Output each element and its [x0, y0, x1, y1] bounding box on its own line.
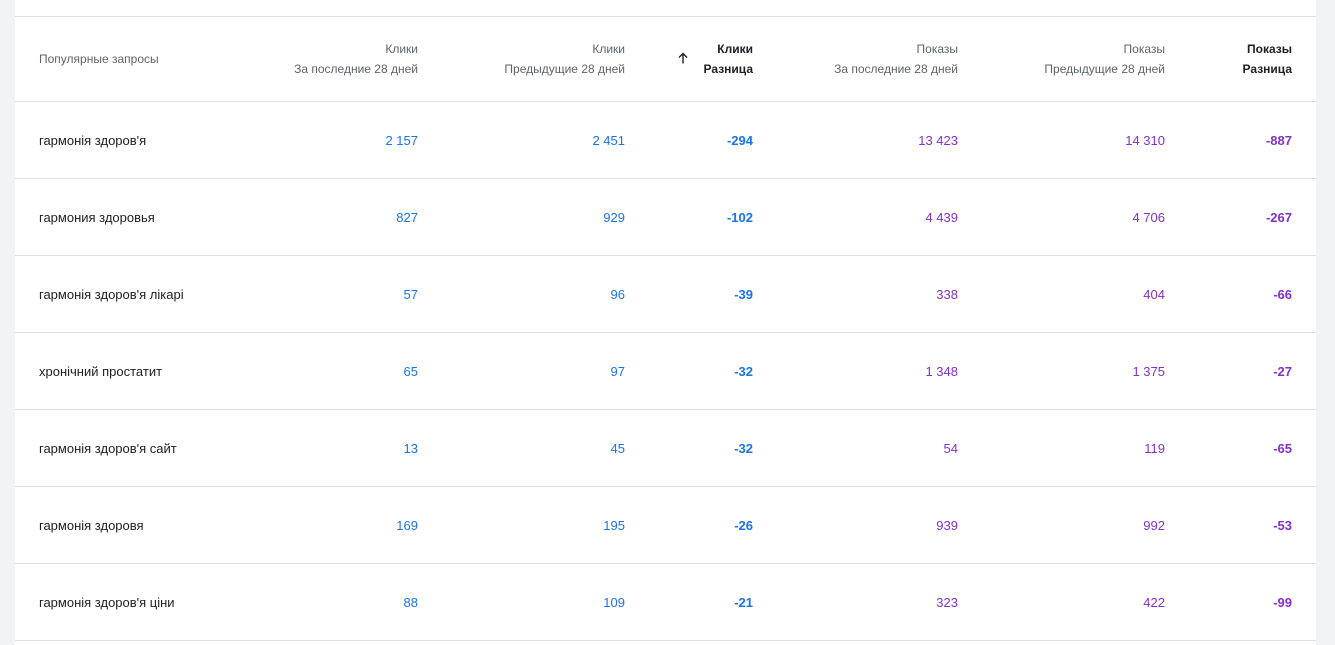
clicks-previous-cell: 97: [610, 363, 625, 379]
table-row[interactable]: гармонія здоров'я лікарі 57 96 -39 338 4…: [15, 256, 1316, 333]
impr-previous-cell: 1 375: [1132, 363, 1165, 379]
impr-previous-cell: 119: [1144, 440, 1165, 456]
impr-diff-cell: -66: [1273, 286, 1292, 302]
clicks-current-cell: 13: [403, 440, 418, 456]
header-clicks-diff[interactable]: Клики Разница: [633, 17, 753, 101]
impr-diff-cell: -53: [1273, 517, 1292, 533]
impr-current-cell: 4 439: [925, 209, 958, 225]
header-impr-diff[interactable]: Показы Разница: [1172, 17, 1292, 101]
clicks-previous-cell: 96: [610, 286, 625, 302]
clicks-current-cell: 65: [403, 363, 418, 379]
clicks-previous-cell: 109: [603, 594, 625, 610]
header-clicks-current[interactable]: Клики За последние 28 дней: [238, 17, 418, 101]
header-clicks-diff-metric: Клики: [717, 42, 753, 56]
table-row[interactable]: гармонія здоровя 169 195 -26 939 992 -53: [15, 487, 1316, 564]
header-impr-current-metric: Показы: [916, 42, 958, 56]
impr-previous-cell: 404: [1143, 286, 1165, 302]
impr-previous-cell: 992: [1143, 517, 1165, 533]
header-clicks-previous-period: Предыдущие 28 дней: [504, 62, 625, 76]
query-cell[interactable]: гармонія здоровя: [39, 517, 144, 533]
impr-current-cell: 338: [936, 286, 958, 302]
queries-table-card: Популярные запросы Клики За последние 28…: [15, 0, 1316, 645]
clicks-diff-cell: -21: [734, 594, 753, 610]
query-cell[interactable]: гармония здоровья: [39, 209, 155, 225]
clicks-current-cell: 169: [396, 517, 418, 533]
impr-current-cell: 323: [936, 594, 958, 610]
impr-current-cell: 1 348: [925, 363, 958, 379]
header-impr-current[interactable]: Показы За последние 28 дней: [778, 17, 958, 101]
header-impr-current-period: За последние 28 дней: [834, 62, 958, 76]
clicks-current-cell: 827: [396, 209, 418, 225]
query-cell[interactable]: хронічний простатит: [39, 363, 163, 379]
clicks-previous-cell: 2 451: [592, 132, 625, 148]
impr-diff-cell: -65: [1273, 440, 1292, 456]
table-row[interactable]: гармонія здоров'я сайт 13 45 -32 54 119 …: [15, 410, 1316, 487]
table-top-strip: [15, 0, 1316, 17]
header-clicks-current-metric: Клики: [385, 42, 418, 56]
header-impr-previous-metric: Показы: [1123, 42, 1165, 56]
query-cell[interactable]: гармонія здоров'я ціни: [39, 594, 175, 610]
impr-diff-cell: -887: [1265, 132, 1292, 148]
impr-diff-cell: -27: [1273, 363, 1292, 379]
header-impr-previous-period: Предыдущие 28 дней: [1044, 62, 1165, 76]
table-row[interactable]: гармония здоровья 827 929 -102 4 439 4 7…: [15, 179, 1316, 256]
clicks-current-cell: 57: [403, 286, 418, 302]
clicks-diff-cell: -26: [734, 517, 753, 533]
clicks-diff-cell: -294: [726, 132, 753, 148]
header-clicks-previous[interactable]: Клики Предыдущие 28 дней: [445, 17, 625, 101]
header-clicks-previous-metric: Клики: [592, 42, 625, 56]
clicks-previous-cell: 929: [603, 209, 625, 225]
impr-previous-cell: 14 310: [1125, 132, 1165, 148]
header-impr-previous[interactable]: Показы Предыдущие 28 дней: [985, 17, 1165, 101]
impr-previous-cell: 422: [1143, 594, 1165, 610]
table-header-row: Популярные запросы Клики За последние 28…: [15, 17, 1316, 102]
clicks-diff-cell: -32: [734, 440, 753, 456]
table-row[interactable]: хронічний простатит 65 97 -32 1 348 1 37…: [15, 333, 1316, 410]
impr-current-cell: 13 423: [918, 132, 958, 148]
clicks-current-cell: 88: [403, 594, 418, 610]
clicks-previous-cell: 45: [610, 440, 625, 456]
header-clicks-diff-period: Разница: [703, 62, 753, 76]
header-clicks-current-period: За последние 28 дней: [294, 62, 418, 76]
query-cell[interactable]: гармонія здоров'я лікарі: [39, 286, 184, 302]
clicks-diff-cell: -32: [734, 363, 753, 379]
header-impr-diff-period: Разница: [1242, 62, 1292, 76]
clicks-diff-cell: -39: [734, 286, 753, 302]
header-query-label: Популярные запросы: [39, 52, 159, 66]
table-row[interactable]: гармонія здоров'я ціни 88 109 -21 323 42…: [15, 564, 1316, 641]
clicks-diff-cell: -102: [726, 209, 753, 225]
arrow-up-icon[interactable]: [676, 51, 690, 65]
impr-current-cell: 939: [936, 517, 958, 533]
impr-diff-cell: -99: [1273, 594, 1292, 610]
header-query[interactable]: Популярные запросы: [39, 17, 259, 101]
clicks-previous-cell: 195: [603, 517, 625, 533]
impr-diff-cell: -267: [1265, 209, 1292, 225]
impr-previous-cell: 4 706: [1132, 209, 1165, 225]
table-row[interactable]: гармонія здоров'я 2 157 2 451 -294 13 42…: [15, 102, 1316, 179]
header-impr-diff-metric: Показы: [1247, 42, 1292, 56]
query-cell[interactable]: гармонія здоров'я: [39, 132, 147, 148]
clicks-current-cell: 2 157: [385, 132, 418, 148]
query-cell[interactable]: гармонія здоров'я сайт: [39, 440, 177, 456]
impr-current-cell: 54: [943, 440, 958, 456]
